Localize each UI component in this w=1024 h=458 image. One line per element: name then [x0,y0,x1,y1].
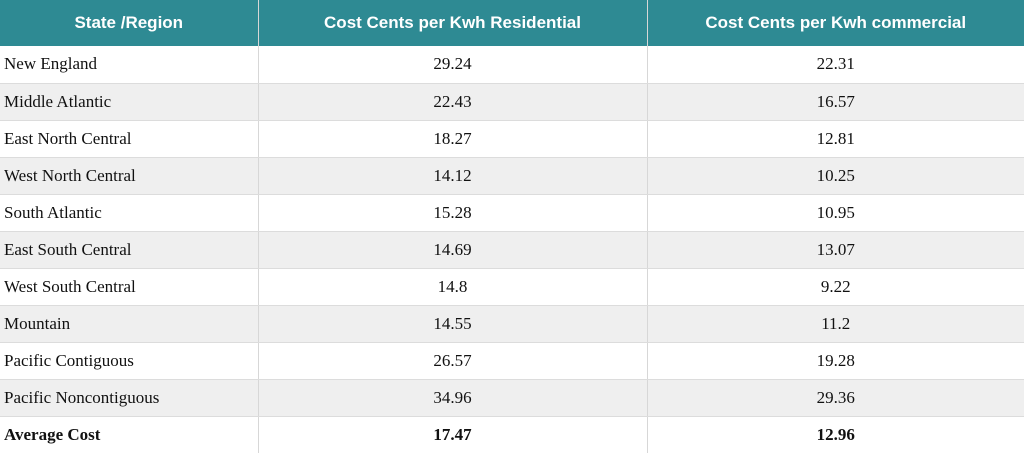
region-cell: Mountain [0,305,259,343]
header-commercial-cost: Cost Cents per Kwh commercial [647,0,1024,46]
table-row: West South Central 14.8 9.22 [0,268,1024,306]
table-header: State /Region Cost Cents per Kwh Residen… [0,0,1024,46]
region-cell: Pacific Noncontiguous [0,379,259,417]
table-row: West North Central 14.12 10.25 [0,157,1024,195]
table-row: Mountain 14.55 11.2 [0,305,1024,343]
residential-cell: 14.8 [258,268,648,306]
region-cell: Pacific Contiguous [0,342,259,380]
table-row: New England 29.24 22.31 [0,46,1024,84]
commercial-cell: 9.22 [647,268,1024,306]
commercial-cell: 29.36 [647,379,1024,417]
region-cell: New England [0,46,259,84]
average-commercial-cost: 12.96 [647,416,1024,453]
commercial-cell: 19.28 [647,342,1024,380]
header-row: State /Region Cost Cents per Kwh Residen… [0,0,1024,46]
residential-cell: 26.57 [258,342,648,380]
header-residential-cost: Cost Cents per Kwh Residential [258,0,648,46]
commercial-cell: 16.57 [647,83,1024,121]
commercial-cell: 13.07 [647,231,1024,269]
table-row: Pacific Contiguous 26.57 19.28 [0,342,1024,380]
region-cell: South Atlantic [0,194,259,232]
table-row: East North Central 18.27 12.81 [0,120,1024,158]
residential-cell: 18.27 [258,120,648,158]
commercial-cell: 22.31 [647,46,1024,84]
residential-cell: 14.55 [258,305,648,343]
residential-cell: 29.24 [258,46,648,84]
region-cell: East South Central [0,231,259,269]
residential-cell: 14.69 [258,231,648,269]
average-residential-cost: 17.47 [258,416,648,453]
table-row: South Atlantic 15.28 10.95 [0,194,1024,232]
region-cell: West North Central [0,157,259,195]
average-cost-row: Average Cost 17.47 12.96 [0,416,1024,453]
commercial-cell: 10.95 [647,194,1024,232]
header-state-region: State /Region [0,0,259,46]
average-cost-label: Average Cost [0,416,259,453]
table-body: New England 29.24 22.31 Middle Atlantic … [0,46,1024,453]
region-cell: Middle Atlantic [0,83,259,121]
table-row: Middle Atlantic 22.43 16.57 [0,83,1024,121]
region-cell: East North Central [0,120,259,158]
residential-cell: 15.28 [258,194,648,232]
residential-cell: 14.12 [258,157,648,195]
table-row: East South Central 14.69 13.07 [0,231,1024,269]
commercial-cell: 10.25 [647,157,1024,195]
region-cell: West South Central [0,268,259,306]
commercial-cell: 11.2 [647,305,1024,343]
residential-cell: 22.43 [258,83,648,121]
table-row: Pacific Noncontiguous 34.96 29.36 [0,379,1024,417]
commercial-cell: 12.81 [647,120,1024,158]
residential-cell: 34.96 [258,379,648,417]
